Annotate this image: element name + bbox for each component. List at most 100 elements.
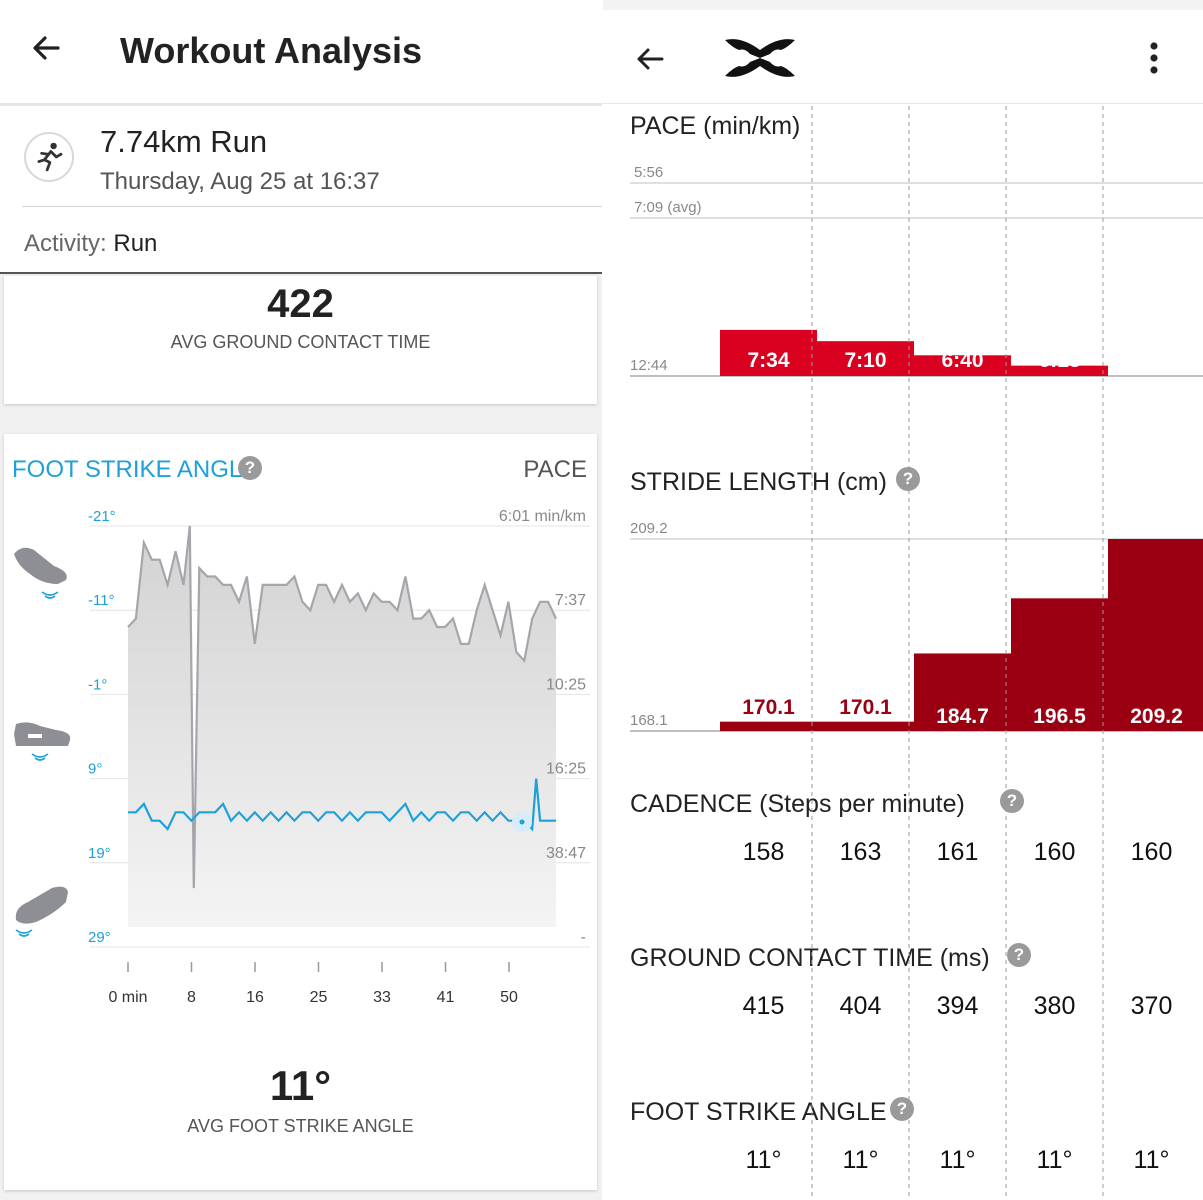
y-axis-tick: 5:56 — [634, 164, 663, 181]
x-axis-tick: 50 — [500, 989, 518, 1006]
gct-value: 370 — [1130, 992, 1173, 1020]
pace-bar — [1011, 365, 1108, 376]
left-axis-tick: 19° — [88, 845, 111, 862]
right-axis-tick: 10:25 — [546, 676, 586, 693]
y-axis-tick: 7:09 (avg) — [634, 199, 702, 216]
run-summary: 7.74km Run Thursday, Aug 25 at 16:37 Act… — [0, 106, 602, 274]
fsa-value: 11° — [939, 1146, 976, 1174]
gct-value: 404 — [839, 992, 882, 1020]
fsa-value: 11° — [745, 1146, 782, 1174]
left-axis-tick: -11° — [88, 592, 115, 609]
gct-section-title: GROUND CONTACT TIME (ms) — [630, 944, 990, 972]
gct-value: 394 — [936, 992, 979, 1020]
current-point — [519, 819, 525, 825]
y-axis-tick: 209.2 — [630, 520, 668, 537]
activity-value: Run — [113, 230, 158, 257]
midfoot-strike-shoe-icon — [14, 722, 71, 761]
stride-help-icon[interactable]: ? — [896, 467, 920, 491]
cadence-value: 160 — [1130, 838, 1173, 866]
pace-line — [127, 525, 557, 889]
x-axis-tick: 33 — [373, 989, 391, 1006]
cadence-value: 163 — [839, 838, 882, 866]
x-axis-tick: 16 — [246, 989, 264, 1006]
gct-help-icon[interactable]: ? — [1007, 943, 1031, 967]
status-strip — [603, 0, 1203, 10]
left-axis-tick: 29° — [88, 929, 111, 946]
pace-bar-label: 7:34 — [747, 349, 789, 372]
stride-section-title: STRIDE LENGTH (cm) — [630, 468, 887, 496]
running-person-icon — [24, 132, 74, 182]
under-armour-logo — [725, 39, 795, 77]
foot-strike-card: FOOT STRIKE ANGLE ? PACE -21° 6:01 min/km… — [4, 434, 597, 1190]
pace-bar-label: 6:18 — [1038, 349, 1080, 372]
more-vertical-icon[interactable] — [1147, 40, 1161, 76]
fsa-value: 11° — [1036, 1146, 1073, 1174]
heel-strike-shoe-icon — [14, 547, 67, 599]
top-app-bar: Workout Analysis — [0, 0, 602, 104]
right-axis-tick: - — [581, 929, 586, 946]
pace-bar-label: 5:55 — [1135, 349, 1177, 372]
pace-bar — [914, 355, 1011, 376]
activity-row: Activity: Run — [24, 230, 157, 258]
foot-strike-chart: -21° 6:01 min/km -11° 7:37 -1° 10:25 9° 16:25 19… — [14, 508, 590, 1006]
right-axis-tick: 6:01 min/km — [499, 508, 586, 525]
pace-bar — [720, 329, 817, 376]
stride-bar — [1108, 539, 1203, 731]
cadence-value: 161 — [936, 838, 979, 866]
right-axis-tick: 7:37 — [555, 592, 586, 609]
stride-bar — [720, 721, 817, 731]
fsa-section-title: FOOT STRIKE ANGLE — [630, 1098, 887, 1126]
cadence-section-title: CADENCE (Steps per minute) — [630, 790, 965, 818]
avg-ground-contact-label: AVG GROUND CONTACT TIME — [170, 332, 431, 352]
split-details-panel: 5:56 7:09 (avg) 12:44 7:34 7:10 6:40 6:18 5:55 2… — [603, 0, 1203, 1200]
pace-axis-title: PACE — [523, 456, 587, 483]
y-axis-tick: 12:44 — [630, 357, 668, 374]
cadence-value: 160 — [1033, 838, 1076, 866]
right-axis-tick: 38:47 — [546, 845, 586, 862]
avg-foot-strike-label: AVG FOOT STRIKE ANGLE — [187, 1116, 414, 1136]
stride-bar-label: 209.2 — [1130, 705, 1183, 728]
fsa-value: 11° — [842, 1146, 879, 1174]
stride-bar-label: 170.1 — [839, 696, 892, 719]
pace-bar-label: 6:40 — [941, 349, 983, 372]
stride-bar — [1011, 598, 1108, 731]
stride-bar-label: 184.7 — [936, 705, 989, 728]
avg-foot-strike-value: 11° — [269, 1062, 332, 1109]
stride-bar — [817, 721, 914, 731]
pace-bar — [817, 341, 914, 376]
arrow-left-icon[interactable] — [28, 30, 64, 66]
left-axis-tick: -21° — [88, 508, 116, 525]
help-icon[interactable]: ? — [238, 456, 262, 480]
stride-bar-partial — [1200, 628, 1203, 731]
page-title: Workout Analysis — [120, 30, 423, 71]
split-separators-lower — [811, 760, 1104, 1200]
avg-ground-contact-value: 422 — [267, 282, 334, 326]
arrow-left-icon[interactable] — [633, 42, 667, 76]
workout-analysis-panel: Workout Analysis 7.74km Run Thursday, Au… — [0, 0, 602, 1200]
forefoot-strike-shoe-icon — [15, 886, 68, 937]
top-app-bar — [603, 10, 1203, 104]
fsa-help-icon[interactable]: ? — [890, 1097, 914, 1121]
x-axis-tick: 41 — [437, 989, 455, 1006]
left-axis-tick: -1° — [88, 676, 107, 693]
pace-section-title: PACE (min/km) — [630, 112, 801, 140]
run-title: 7.74km Run — [100, 124, 268, 159]
foot-strike-title: FOOT STRIKE ANGLE — [12, 456, 259, 483]
x-axis-tick: 25 — [310, 989, 328, 1006]
right-axis-tick: 16:25 — [546, 761, 586, 778]
stride-bar-label: 170.1 — [742, 696, 795, 719]
y-axis-tick: 168.1 — [630, 712, 668, 729]
foot-strike-line — [128, 778, 556, 832]
cadence-help-icon[interactable]: ? — [1000, 789, 1024, 813]
left-axis-tick: 9° — [88, 761, 102, 778]
x-axis-tick: 0 min — [108, 989, 147, 1006]
fsa-value: 11° — [1133, 1146, 1170, 1174]
run-date: Thursday, Aug 25 at 16:37 — [100, 168, 380, 195]
stride-bar — [914, 653, 1011, 731]
stride-bar-label: 196.5 — [1033, 705, 1086, 728]
pace-area — [128, 526, 556, 927]
ground-contact-card: 422 AVG GROUND CONTACT TIME — [4, 276, 597, 404]
gct-value: 380 — [1033, 992, 1076, 1020]
x-axis-tick: 8 — [187, 989, 196, 1006]
cadence-value: 158 — [742, 838, 785, 866]
